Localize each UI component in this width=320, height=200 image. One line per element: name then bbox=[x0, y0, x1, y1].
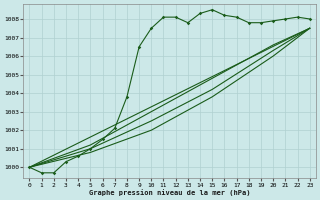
X-axis label: Graphe pression niveau de la mer (hPa): Graphe pression niveau de la mer (hPa) bbox=[89, 189, 250, 196]
